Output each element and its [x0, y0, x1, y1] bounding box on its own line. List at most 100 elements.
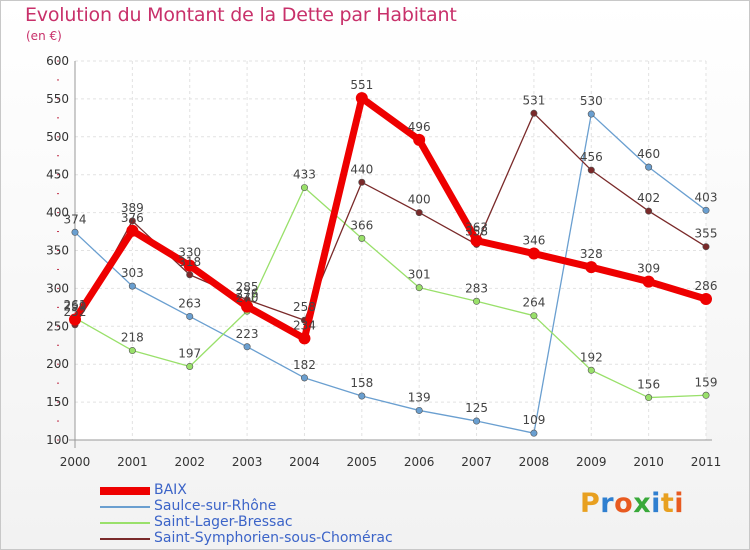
data-label: 309 — [637, 262, 660, 276]
data-point — [300, 374, 308, 382]
data-point — [358, 178, 366, 186]
data-label: 496 — [408, 120, 431, 134]
data-label: 363 — [465, 221, 488, 235]
legend-swatch — [100, 522, 150, 524]
data-label: 270 — [236, 291, 259, 305]
data-point — [645, 207, 653, 215]
data-label: 159 — [695, 375, 718, 389]
logo-letter: o — [614, 488, 634, 519]
data-point — [128, 347, 136, 355]
data-point — [645, 394, 653, 402]
legend-item: Saint-Symphorien-sous-Chomérac — [100, 530, 420, 546]
x-tick-label: 2002 — [174, 455, 205, 469]
data-point — [358, 392, 366, 400]
data-point — [702, 391, 710, 399]
data-label: 286 — [695, 279, 718, 293]
legend-label: BAIX — [154, 482, 187, 498]
data-point — [530, 429, 538, 437]
proxiti-logo: Proxiti — [580, 488, 684, 519]
x-tick-label: 2009 — [576, 455, 607, 469]
data-point — [645, 163, 653, 171]
data-label: 389 — [121, 201, 144, 215]
logo-letter: t — [660, 488, 675, 519]
data-point — [71, 228, 79, 236]
data-label: 366 — [350, 218, 373, 232]
x-tick-label: 2008 — [519, 455, 550, 469]
data-label: 530 — [580, 94, 603, 108]
data-label: 182 — [293, 358, 316, 372]
data-point — [473, 297, 481, 305]
data-point — [415, 284, 423, 292]
legend-label: Saint-Lager-Bressac — [154, 514, 293, 530]
data-point — [126, 224, 139, 237]
legend-item: BAIX — [100, 482, 420, 498]
data-point — [355, 92, 368, 105]
data-point — [241, 300, 254, 313]
data-label: 355 — [695, 227, 718, 241]
data-point — [186, 312, 194, 320]
data-label: 109 — [522, 413, 545, 427]
legend-item: Saint-Lager-Bressac — [100, 514, 420, 530]
chart-title: Evolution du Montant de la Dette par Hab… — [25, 4, 457, 26]
data-label: 285 — [236, 280, 259, 294]
data-point — [530, 109, 538, 117]
data-label: 433 — [293, 168, 316, 182]
data-label: 261 — [64, 298, 87, 312]
data-point — [587, 366, 595, 374]
series-line-2 — [74, 186, 707, 399]
data-point — [473, 417, 481, 425]
data-point — [702, 206, 710, 214]
data-point — [358, 234, 366, 242]
data-point — [415, 209, 423, 217]
data-point — [128, 217, 136, 225]
data-point — [527, 247, 540, 260]
legend-swatch — [100, 538, 150, 540]
data-point — [530, 312, 538, 320]
data-label: 139 — [408, 390, 431, 404]
legend-label: Saint-Symphorien-sous-Chomérac — [154, 530, 393, 546]
legend-item: Saulce-sur-Rhône — [100, 498, 420, 514]
data-point — [186, 271, 194, 279]
x-tick-label: 2004 — [289, 455, 320, 469]
data-label: 192 — [580, 350, 603, 364]
data-label: 456 — [580, 150, 603, 164]
data-label: 440 — [350, 162, 373, 176]
data-label: 283 — [465, 281, 488, 295]
data-label: 318 — [178, 255, 201, 269]
data-point — [186, 362, 194, 370]
data-point — [298, 332, 311, 345]
data-label: 125 — [465, 401, 488, 415]
data-label: 330 — [178, 246, 201, 260]
data-label: 403 — [695, 190, 718, 204]
series-line-0 — [71, 94, 710, 342]
data-label: 252 — [64, 305, 87, 319]
chart-subtitle: (en €) — [26, 29, 62, 43]
data-label: 218 — [121, 331, 144, 345]
data-label: 234 — [293, 318, 316, 332]
data-label: 346 — [522, 234, 545, 248]
data-label: 328 — [580, 247, 603, 261]
logo-letter: r — [600, 488, 615, 519]
data-label: 301 — [408, 268, 431, 282]
x-tick-label: 2001 — [117, 455, 148, 469]
data-label: 374 — [64, 212, 87, 226]
logo-letter: P — [580, 488, 601, 519]
data-point — [69, 313, 81, 326]
data-label: 158 — [350, 376, 373, 390]
x-tick-label: 2000 — [60, 455, 91, 469]
data-label: 531 — [522, 93, 545, 107]
legend-swatch — [100, 487, 150, 495]
data-label: 460 — [637, 147, 660, 161]
series-line-1 — [74, 113, 707, 434]
x-tick-label: 2010 — [633, 455, 664, 469]
x-tick-label: 2003 — [232, 455, 263, 469]
data-label: 400 — [408, 193, 431, 207]
x-tick-label: 2005 — [347, 455, 378, 469]
data-point — [587, 166, 595, 174]
data-point — [413, 133, 426, 146]
data-label: 276 — [236, 287, 259, 301]
logo-letter: x — [633, 488, 652, 519]
x-tick-label: 2011 — [691, 455, 722, 469]
legend-swatch — [100, 506, 150, 508]
data-label: 551 — [350, 78, 373, 92]
